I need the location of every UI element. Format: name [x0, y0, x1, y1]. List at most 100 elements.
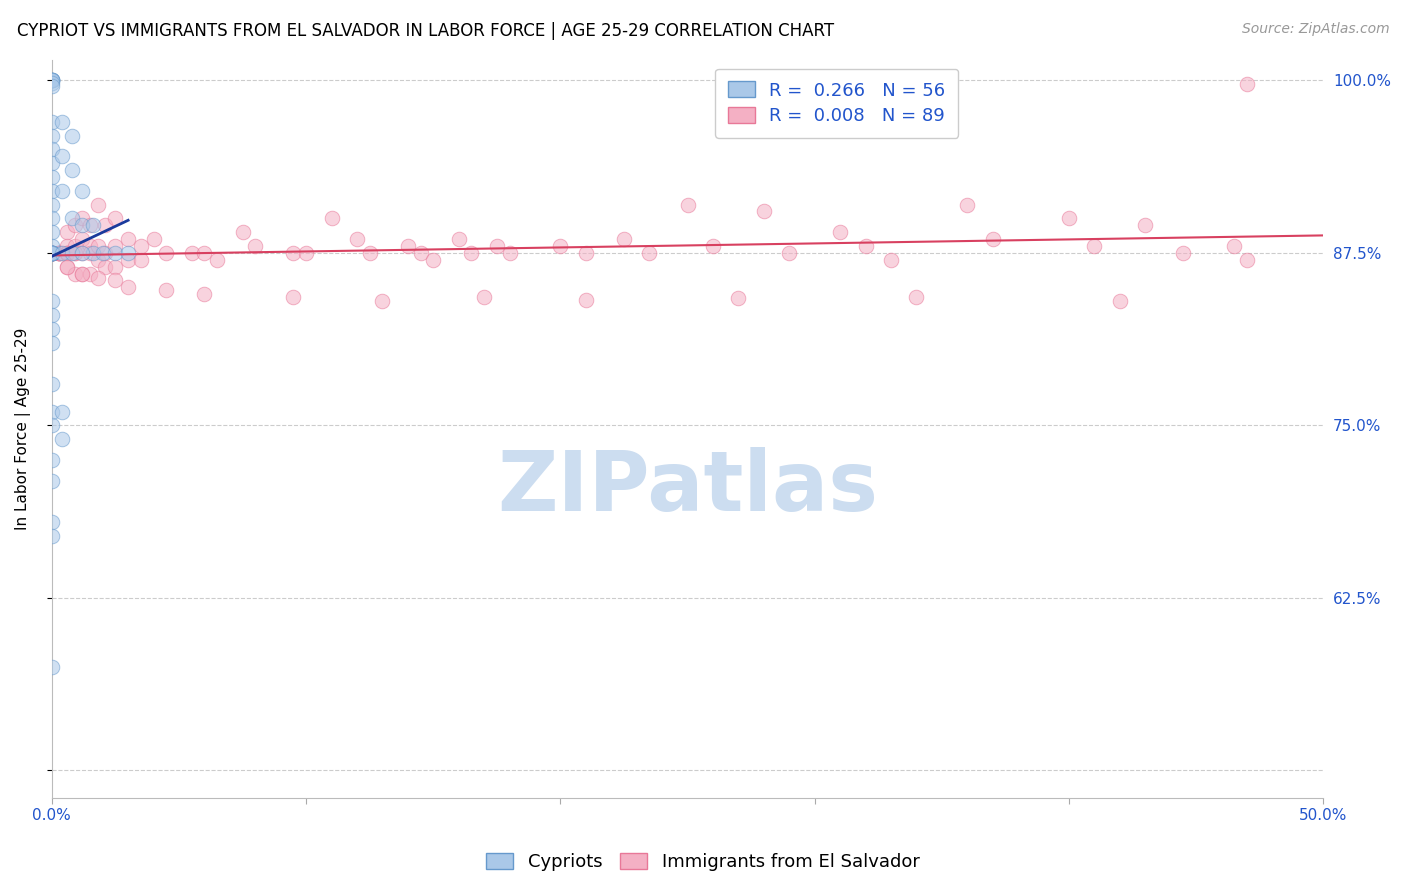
Point [41, 660, 63, 674]
Point [72, 245, 94, 260]
Point [283, 245, 305, 260]
Point [86, 239, 108, 253]
Point [41, 245, 63, 260]
Point [48, 245, 70, 260]
Point [956, 197, 979, 211]
Point [104, 245, 127, 260]
Point [41, 184, 63, 198]
Point [41, 245, 63, 260]
Legend: R =  0.266   N = 56, R =  0.008   N = 89: R = 0.266 N = 56, R = 0.008 N = 89 [716, 69, 959, 137]
Point [63, 239, 86, 253]
Point [60, 128, 83, 143]
Point [41, 73, 63, 87]
Point [63, 267, 86, 281]
Point [56, 225, 79, 239]
Point [1135, 219, 1157, 233]
Point [41, 114, 63, 128]
Point [129, 252, 152, 267]
Point [41, 225, 63, 239]
Point [41, 418, 63, 433]
Point [41, 245, 63, 260]
Point [72, 232, 94, 246]
Point [778, 245, 800, 260]
Point [41, 245, 63, 260]
Text: CYPRIOT VS IMMIGRANTS FROM EL SALVADOR IN LABOR FORCE | AGE 25-29 CORRELATION CH: CYPRIOT VS IMMIGRANTS FROM EL SALVADOR I… [17, 22, 834, 40]
Point [63, 245, 86, 260]
Point [830, 225, 852, 239]
Point [409, 245, 432, 260]
Point [41, 245, 63, 260]
Point [575, 245, 598, 260]
Point [1223, 239, 1246, 253]
Point [79, 239, 101, 253]
Point [41, 515, 63, 529]
Point [880, 252, 903, 267]
Point [41, 245, 63, 260]
Legend: Cypriots, Immigrants from El Salvador: Cypriots, Immigrants from El Salvador [479, 846, 927, 879]
Point [51, 149, 73, 163]
Point [1083, 239, 1105, 253]
Point [41, 245, 63, 260]
Point [41, 245, 63, 260]
Point [41, 322, 63, 336]
Point [79, 267, 101, 281]
Point [855, 239, 877, 253]
Point [447, 232, 470, 246]
Point [41, 245, 63, 260]
Point [905, 290, 928, 304]
Point [60, 163, 83, 178]
Point [41, 474, 63, 488]
Point [72, 211, 94, 226]
Point [51, 184, 73, 198]
Point [129, 239, 152, 253]
Point [41, 239, 63, 253]
Point [1108, 294, 1130, 309]
Point [56, 245, 79, 260]
Point [613, 232, 636, 246]
Point [396, 239, 419, 253]
Point [82, 245, 104, 260]
Point [91, 245, 114, 260]
Point [41, 197, 63, 211]
Point [41, 376, 63, 391]
Point [48, 245, 70, 260]
Point [638, 245, 661, 260]
Point [117, 280, 139, 294]
Point [727, 292, 749, 306]
Point [117, 232, 139, 246]
Point [1236, 252, 1258, 267]
Point [48, 245, 70, 260]
Point [56, 260, 79, 274]
Point [702, 239, 724, 253]
Point [41, 245, 63, 260]
Point [41, 142, 63, 156]
Point [41, 169, 63, 184]
Point [41, 73, 63, 87]
Point [56, 260, 79, 274]
Point [60, 211, 83, 226]
Point [104, 211, 127, 226]
Point [498, 245, 520, 260]
Point [41, 73, 63, 87]
Point [41, 308, 63, 322]
Point [104, 260, 127, 274]
Point [86, 252, 108, 267]
Point [60, 245, 83, 260]
Point [51, 432, 73, 446]
Point [72, 184, 94, 198]
Point [41, 128, 63, 143]
Point [422, 252, 444, 267]
Point [41, 73, 63, 87]
Point [72, 267, 94, 281]
Point [86, 197, 108, 211]
Point [41, 245, 63, 260]
Point [94, 245, 117, 260]
Point [41, 78, 63, 93]
Point [41, 245, 63, 260]
Point [94, 219, 117, 233]
Point [472, 290, 495, 304]
Point [752, 204, 775, 219]
Point [981, 232, 1004, 246]
Point [104, 273, 127, 287]
Point [79, 219, 101, 233]
